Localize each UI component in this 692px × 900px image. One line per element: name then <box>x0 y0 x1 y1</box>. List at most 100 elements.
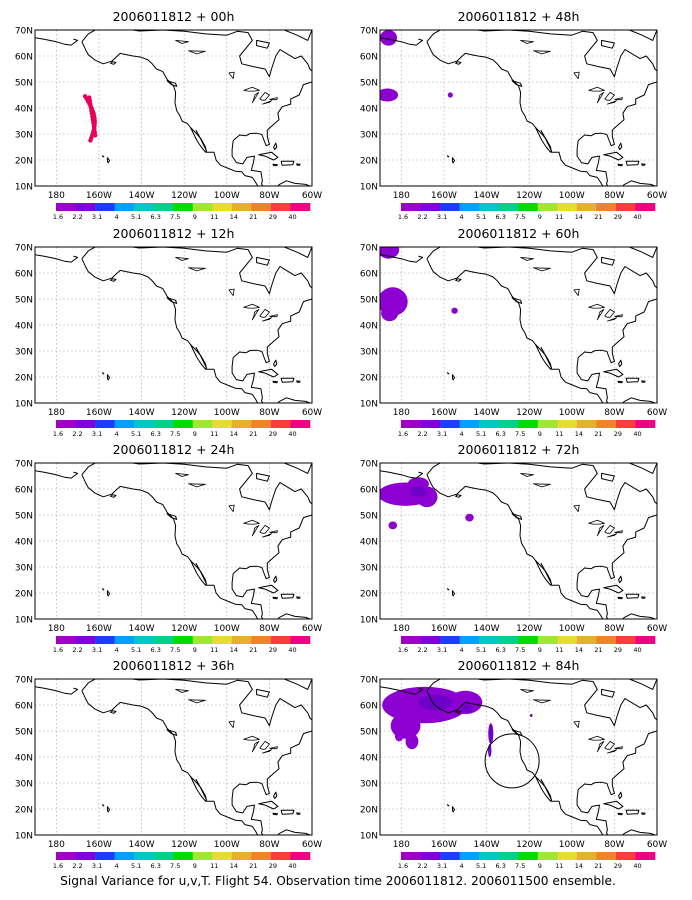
colorbar-label: 6.3 <box>151 213 161 221</box>
colorbar-label: 3.1 <box>437 430 447 438</box>
colorbar-label: 4 <box>460 213 464 221</box>
colorbar-swatch <box>270 420 291 428</box>
lon-label: 100W <box>214 408 240 418</box>
lon-label: 100W <box>559 840 585 850</box>
colorbar-label: 3.1 <box>437 213 447 221</box>
colorbar-label: 11 <box>210 862 218 870</box>
colorbar-label: 29 <box>269 646 277 654</box>
colorbar-swatch <box>153 636 174 644</box>
signal-area <box>380 30 398 46</box>
signal-area <box>388 521 398 530</box>
coastlines <box>380 463 657 619</box>
colorbar-swatch <box>615 203 636 211</box>
colorbar-label: 9 <box>193 213 197 221</box>
colorbar: 1.6 2.2 3.1 4 5.1 6.3 7.5 9 11 14 21 29 40 <box>53 420 311 438</box>
colorbar-swatch <box>557 852 578 860</box>
colorbar-swatch <box>518 420 539 428</box>
colorbar-label: 21 <box>249 862 257 870</box>
lat-label: 60N <box>15 270 33 280</box>
colorbar-swatch <box>537 852 558 860</box>
colorbar-label: 3.1 <box>92 430 102 438</box>
lon-label: 120W <box>171 408 197 418</box>
colorbar-swatch <box>192 203 213 211</box>
colorbar-label: 11 <box>555 213 563 221</box>
panel-title: 2006011812 + 00h <box>113 9 235 24</box>
lat-label: 50N <box>15 296 33 306</box>
lat-label: 60N <box>15 702 33 712</box>
colorbar-label: 6.3 <box>151 646 161 654</box>
colorbar-swatch <box>615 852 636 860</box>
colorbar-swatch <box>459 636 480 644</box>
lon-label: 120W <box>516 624 542 634</box>
colorbar-swatch <box>479 203 499 211</box>
map-panel-7: 2006011812 + 72h 70N 60N 50N 40N 30N 20N 10N 180… <box>360 442 667 654</box>
lon-label: 160W <box>86 840 112 850</box>
colorbar-swatch <box>212 203 233 211</box>
colorbar-swatch <box>459 203 480 211</box>
colorbar-label: 9 <box>538 646 542 654</box>
coastlines <box>35 247 312 403</box>
map-panel-1: 2006011812 + 00h 70N 60N 50N 40N 30N 20N 10N 180… <box>15 9 322 221</box>
map-panel-6: 2006011812 + 60h 70N 60N 50N 40N 30N 20N 10N 180… <box>360 226 667 438</box>
colorbar-label: 6.3 <box>496 646 506 654</box>
coastlines <box>35 463 312 619</box>
colorbar-swatch <box>95 420 115 428</box>
colorbar-label: 7.5 <box>170 646 180 654</box>
colorbar-swatch <box>557 636 578 644</box>
lat-label: 60N <box>15 53 33 63</box>
lat-label: 70N <box>360 460 378 470</box>
colorbar-swatch <box>518 852 539 860</box>
colorbar-label: 11 <box>555 862 563 870</box>
colorbar-swatch <box>557 203 578 211</box>
colorbar-label: 5.1 <box>131 646 141 654</box>
signal-area <box>409 486 427 497</box>
lat-label: 10N <box>360 616 378 626</box>
colorbar-label: 4 <box>115 646 119 654</box>
lat-label: 10N <box>360 400 378 410</box>
colorbar-label: 5.1 <box>131 213 141 221</box>
map-frame <box>34 246 313 404</box>
colorbar-swatch <box>479 636 499 644</box>
lat-label: 20N <box>15 590 33 600</box>
colorbar-swatch <box>56 420 76 428</box>
colorbar-swatch <box>635 852 656 860</box>
lat-label: 40N <box>360 538 378 548</box>
colorbar-swatch <box>537 636 558 644</box>
colorbar-label: 1.6 <box>398 862 408 870</box>
coastlines <box>35 30 312 186</box>
colorbar-label: 21 <box>249 213 257 221</box>
colorbar-swatch <box>420 636 441 644</box>
signal-area <box>465 513 474 522</box>
colorbar-swatch <box>420 420 441 428</box>
colorbar-swatch <box>440 420 460 428</box>
colorbar-swatch <box>479 420 499 428</box>
colorbar-label: 2.2 <box>72 430 82 438</box>
lon-label: 100W <box>559 191 585 201</box>
colorbar-swatch <box>498 203 519 211</box>
lon-label: 60W <box>647 840 667 850</box>
panel-title: 2006011812 + 84h <box>458 658 580 673</box>
lon-label: 140W <box>128 624 154 634</box>
colorbar-label: 7.5 <box>170 862 180 870</box>
lon-label: 160W <box>86 191 112 201</box>
map-frame <box>379 246 658 404</box>
colorbar-label: 21 <box>594 430 602 438</box>
colorbar-label: 6.3 <box>151 430 161 438</box>
colorbar-label: 5.1 <box>476 862 486 870</box>
lon-label: 80W <box>259 191 279 201</box>
colorbar-swatch <box>440 203 460 211</box>
lon-label: 180 <box>48 624 65 634</box>
lon-label: 180 <box>48 840 65 850</box>
lat-label: 30N <box>15 131 33 141</box>
colorbar-label: 40 <box>288 430 296 438</box>
lat-label: 10N <box>15 832 33 842</box>
map-panel-2: 2006011812 + 12h 70N 60N 50N 40N 30N 20N 10N 180… <box>15 226 322 438</box>
colorbar-label: 6.3 <box>151 862 161 870</box>
colorbar-label: 7.5 <box>515 646 525 654</box>
lat-label: 70N <box>15 460 33 470</box>
colorbar-swatch <box>596 420 617 428</box>
lon-label: 180 <box>393 191 410 201</box>
colorbar-label: 3.1 <box>437 646 447 654</box>
colorbar-swatch <box>596 636 617 644</box>
colorbar-label: 14 <box>575 430 583 438</box>
